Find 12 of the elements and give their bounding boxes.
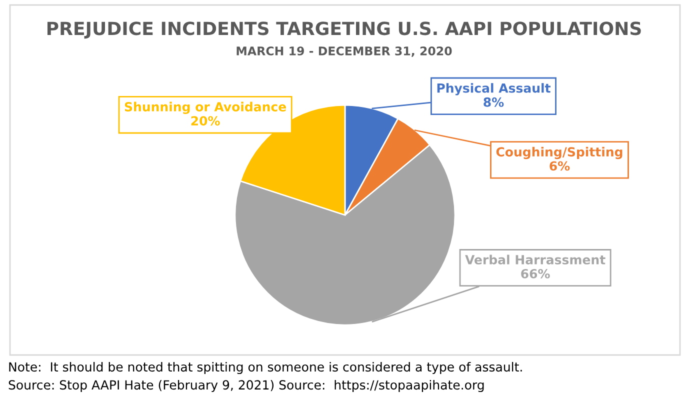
slice-label: Coughing/Spitting <box>496 146 622 160</box>
chart-subtitle: MARCH 19 - DECEMBER 31, 2020 <box>236 46 452 57</box>
chart-title: PREJUDICE INCIDENTS TARGETING U.S. AAPI POPULATIONS <box>47 22 641 39</box>
slice-label: Shunning or Avoidance <box>124 102 286 114</box>
data-label: 8% <box>484 97 504 107</box>
data-label: 6% <box>550 161 570 171</box>
source-note: Source: Stop AAPI Hate (February 9, 2021) Source: https://stopaapihate.org <box>8 380 484 392</box>
slice-label: Verbal Harrassment <box>465 254 606 264</box>
text: Note: It should be noted that spitting on someone is considered a type of assault. <box>9 362 522 374</box>
data-label: 20% <box>191 116 220 126</box>
data-label: 66% <box>521 268 550 278</box>
slice-label: Physical Assault <box>437 83 550 96</box>
